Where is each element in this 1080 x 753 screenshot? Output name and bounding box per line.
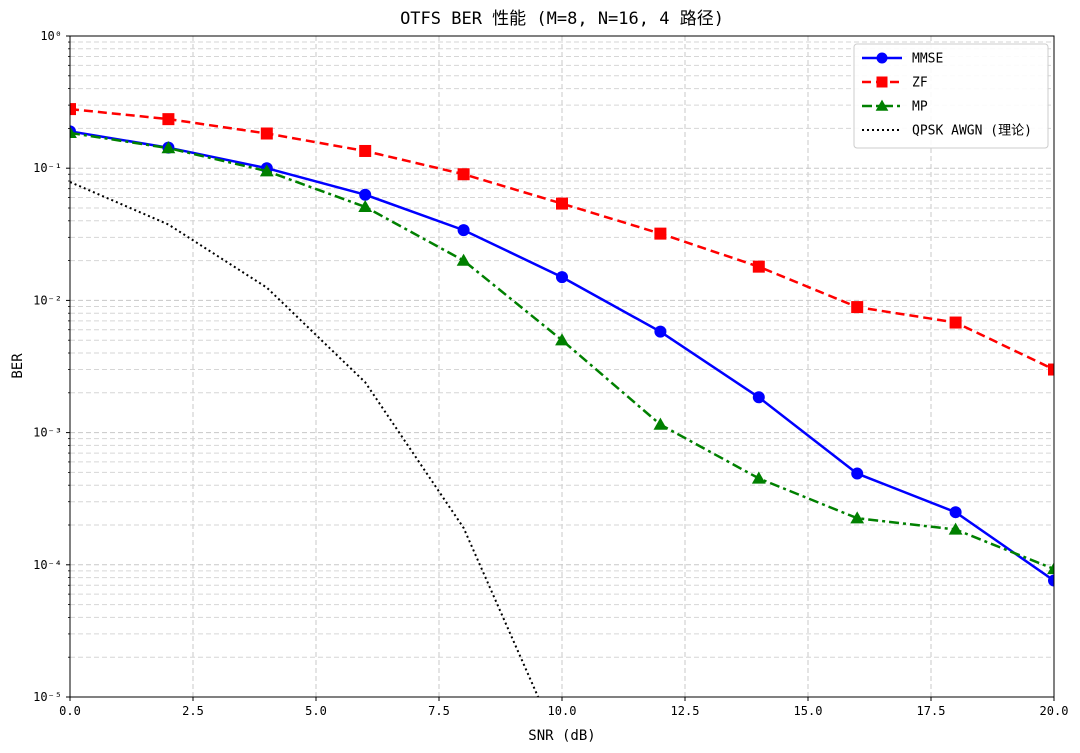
data-point-2 [850,511,865,524]
legend-label-2: MP [912,100,928,115]
x-tick-label: 5.0 [305,704,327,718]
data-point-1 [457,168,470,181]
series-group [70,103,1054,697]
ticks: 0.0 2.5 5.0 7.5 10.0 12.5 15.0 17.5 20.0 10⁰ 10⁻¹ 1… [33,29,1068,718]
chart-title: OTFS BER 性能 (M=8, N=16, 4 路径) [400,9,724,29]
y-axis-label: BER [10,353,26,379]
y-tick-label: 10⁻² [33,293,62,307]
data-point-1 [359,144,372,157]
x-tick-label: 17.5 [917,704,946,718]
x-axis-label: SNR (dB) [528,728,595,744]
x-tick-label: 0.0 [59,704,81,718]
x-tick-label: 2.5 [182,704,204,718]
legend-label-0: MMSE [912,52,943,67]
data-point-2 [653,417,668,430]
y-tick-label: 10⁻¹ [33,161,62,175]
legend: MMSE ZF MP QPSK AWGN (理论) [853,43,1049,149]
x-tick-label: 20.0 [1040,704,1069,718]
data-point-1 [556,197,568,210]
data-point-1 [70,103,76,116]
legend-marker-2 [875,99,889,111]
legend-marker-0 [876,52,888,64]
data-point-1 [162,113,175,126]
legend-box [853,43,1049,149]
data-point-2 [555,333,569,346]
data-point-1 [752,260,765,273]
data-point-0 [457,224,470,237]
data-point-1 [260,127,273,140]
y-tick-label: 10⁻⁵ [33,690,62,704]
data-point-1 [1048,363,1054,376]
data-point-2 [1047,562,1054,575]
data-point-2 [161,141,176,154]
x-tick-label: 7.5 [428,704,450,718]
x-tick-label: 10.0 [548,704,577,718]
data-point-1 [654,227,667,240]
data-point-2 [456,253,471,266]
data-point-0 [556,271,568,284]
data-point-2 [259,164,274,177]
data-point-0 [1048,574,1054,587]
x-tick-label: 15.0 [794,704,823,718]
data-point-2 [358,199,373,213]
data-point-2 [70,125,77,139]
y-tick-label: 10⁻³ [33,426,62,440]
data-point-2 [948,522,963,535]
y-tick-label: 10⁰ [40,29,62,43]
data-point-0 [359,188,372,201]
legend-marker-1 [876,76,888,88]
legend-label-1: ZF [912,76,928,91]
series-line-2 [70,131,1054,571]
data-point-0 [949,506,962,519]
data-point-2 [751,471,766,484]
series-line-1 [70,107,1054,371]
legend-label-3: QPSK AWGN (理论) [912,124,1032,139]
data-point-0 [851,467,864,480]
x-tick-label: 12.5 [671,704,700,718]
data-point-0 [654,325,667,338]
data-point-1 [851,301,864,314]
y-tick-label: 10⁻⁴ [33,558,62,572]
data-point-0 [752,391,765,404]
data-point-1 [949,316,962,329]
